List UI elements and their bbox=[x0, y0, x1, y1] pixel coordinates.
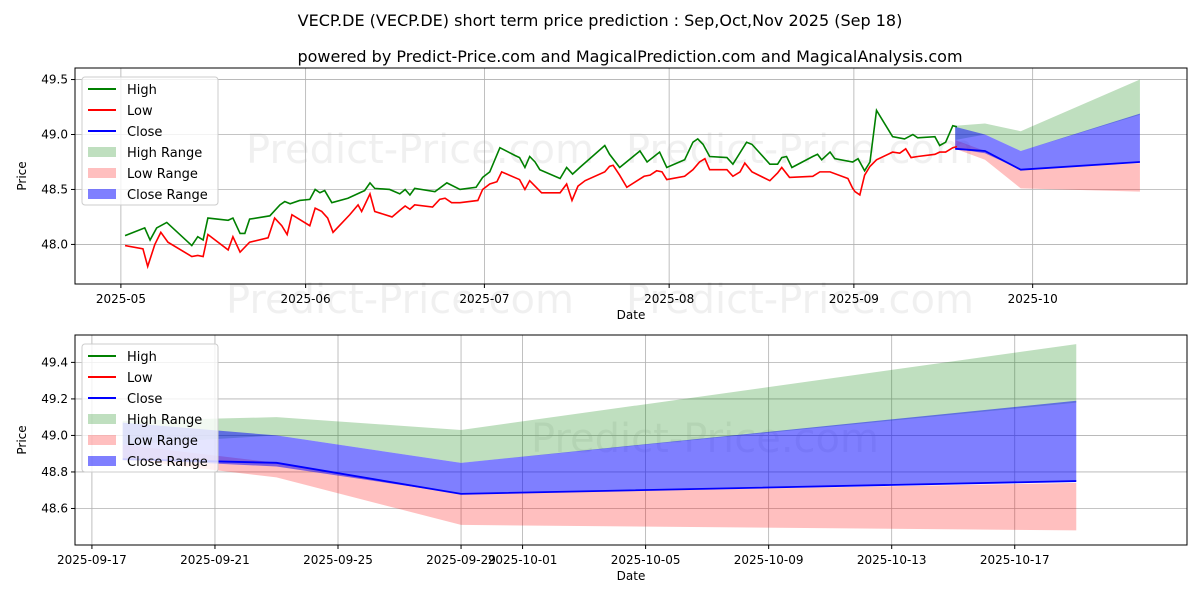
legend-label: Close Range bbox=[127, 188, 208, 203]
high-range-band bbox=[122, 344, 1077, 463]
x-tick-label: 2025-08 bbox=[644, 292, 694, 306]
x-tick-label: 2025-10-01 bbox=[488, 553, 558, 567]
legend-label: High Range bbox=[127, 146, 202, 161]
y-tick-label: 49.4 bbox=[41, 355, 68, 369]
x-tick-label: 2025-09 bbox=[829, 292, 879, 306]
legend-label: Low Range bbox=[127, 434, 198, 449]
legend-swatch-low-range bbox=[88, 168, 116, 178]
x-tick-label: 2025-10-17 bbox=[980, 553, 1050, 567]
x-tick-label: 2025-10-09 bbox=[734, 553, 804, 567]
x-tick-label: 2025-10-05 bbox=[611, 553, 681, 567]
legend-label: Low Range bbox=[127, 167, 198, 182]
x-axis-label: Date bbox=[617, 308, 646, 322]
high-line bbox=[124, 107, 958, 247]
chart-title: VECP.DE (VECP.DE) short term price predi… bbox=[298, 11, 903, 30]
close-range-band bbox=[122, 400, 1077, 494]
y-tick-label: 48.0 bbox=[41, 237, 68, 251]
x-axis-label: Date bbox=[617, 569, 646, 583]
chart-subtitle: powered by Predict-Price.com and Magical… bbox=[297, 47, 962, 66]
x-tick-label: 2025-09-29 bbox=[426, 553, 496, 567]
y-tick-label: 48.8 bbox=[41, 465, 68, 479]
high-range-band bbox=[955, 79, 1140, 151]
y-tick-label: 49.0 bbox=[41, 428, 68, 442]
y-tick-label: 49.0 bbox=[41, 128, 68, 142]
legend-swatch-close-range bbox=[88, 189, 116, 199]
y-axis-label: Price bbox=[15, 161, 29, 190]
low-range-band bbox=[122, 444, 1077, 531]
x-tick-label: 2025-05 bbox=[96, 292, 146, 306]
x-tick-label: 2025-09-17 bbox=[57, 553, 127, 567]
x-tick-label: 2025-06 bbox=[281, 292, 331, 306]
plot-bottom: Predict-Price.com2025-09-172025-09-21202… bbox=[15, 334, 1188, 583]
watermark: Predict-Price.com bbox=[626, 127, 974, 173]
legend-swatch-high-range bbox=[88, 147, 116, 157]
plot-frame bbox=[74, 334, 1188, 546]
watermark: Predict-Price.com bbox=[246, 127, 594, 173]
legend-label: Low bbox=[127, 104, 153, 119]
x-tick-label: 2025-09-21 bbox=[180, 553, 250, 567]
legend-label: High bbox=[127, 350, 157, 365]
x-tick-label: 2025-07 bbox=[459, 292, 509, 306]
y-tick-label: 48.5 bbox=[41, 182, 68, 196]
low-line bbox=[124, 145, 958, 270]
close-line bbox=[955, 147, 1140, 171]
low-range-band bbox=[955, 140, 1140, 192]
legend-label: Low bbox=[127, 371, 153, 386]
y-tick-label: 49.5 bbox=[41, 73, 68, 87]
legend-label: Close bbox=[127, 125, 162, 140]
y-axis-label: Price bbox=[15, 425, 29, 454]
x-tick-label: 2025-09-25 bbox=[303, 553, 373, 567]
plot-frame bbox=[74, 67, 1188, 285]
watermark: Predict-Price.com bbox=[626, 277, 974, 323]
legend-swatch-close-range bbox=[88, 456, 116, 466]
legend-swatch-high-range bbox=[88, 414, 116, 424]
legend-swatch-low-range bbox=[88, 435, 116, 445]
legend-label: High bbox=[127, 83, 157, 98]
y-tick-label: 48.6 bbox=[41, 501, 68, 515]
x-tick-label: 2025-10 bbox=[1008, 292, 1058, 306]
plot-top: Predict-Price.com Predict-Price.com Predic… bbox=[15, 67, 1188, 323]
legend-label: Close Range bbox=[127, 455, 208, 470]
x-tick-label: 2025-10-13 bbox=[857, 553, 927, 567]
close-range-band bbox=[955, 113, 1140, 170]
legend-label: High Range bbox=[127, 413, 202, 428]
legend-label: Close bbox=[127, 392, 162, 407]
watermark: Predict-Price.com bbox=[226, 277, 574, 323]
y-tick-label: 49.2 bbox=[41, 392, 68, 406]
